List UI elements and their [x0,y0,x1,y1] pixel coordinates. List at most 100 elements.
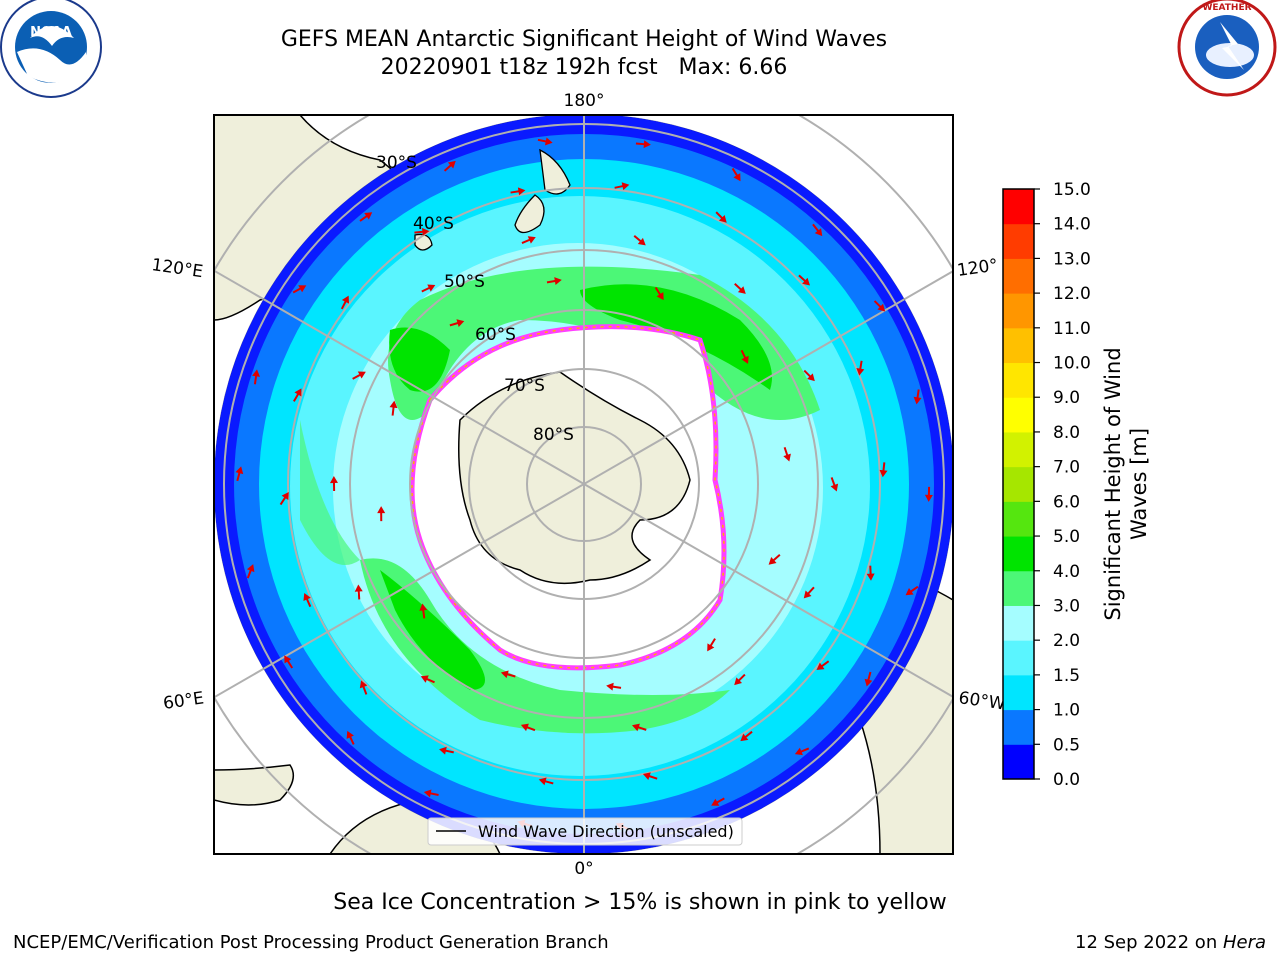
wind-wave-arrow [830,477,839,492]
lat-label-40s: 40°S [413,214,454,234]
wind-wave-arrow [293,388,302,402]
colorbar-segment [1003,744,1034,780]
colorbar-segment [1003,570,1034,606]
noaa-logo-text: NOAA [30,25,72,40]
wind-wave-arrow [352,371,366,380]
lon-label-120w: 120° [956,255,999,281]
wind-wave-arrow [711,797,725,806]
colorbar-tick-label: 9.0 [1053,388,1080,408]
wind-wave-arrow [500,670,516,679]
colorbar-tick-label: 11.0 [1053,319,1091,339]
footer-credit: NCEP/EMC/Verification Post Processing Pr… [13,932,609,953]
wind-wave-arrow [873,300,886,312]
map: 30°S 40°S 50°S 60°S 70°S 80°S Wind Wave … [214,115,953,854]
title-line-1: GEFS MEAN Antarctic Significant Height o… [280,27,888,52]
svg-text:WEATHER: WEATHER [1202,3,1251,13]
wind-wave-arrow [631,723,647,732]
colorbar-segment [1003,640,1034,676]
latitude-labels: 30°S 40°S 50°S 60°S 70°S 80°S [376,153,574,445]
colorbar-tick-label: 12.0 [1053,284,1091,304]
sea-ice-note: Sea Ice Concentration > 15% is shown in … [333,890,947,915]
wind-wave-arrow [734,283,746,294]
wind-wave-arrow [246,564,255,579]
wind-wave-arrow [510,187,526,196]
colorbar-tick-label: 7.0 [1053,458,1080,478]
colorbar-label-line1: Significant Height of Wind [1101,347,1125,620]
wind-wave-arrow [520,723,536,732]
colorbar-segment [1003,258,1034,294]
wind-wave-arrow [740,349,749,364]
wind-wave-arrow [235,466,244,482]
nws-logo: WEATHER [1177,0,1277,97]
wind-wave-arrow [449,319,465,327]
wind-wave-arrow [421,284,436,293]
colorbar-tick-label: 3.0 [1053,596,1080,616]
wind-wave-arrow [389,400,398,416]
colorbar-segment [1003,293,1034,329]
chart-title: GEFS MEAN Antarctic Significant Height o… [0,26,1168,82]
wind-wave-arrow [340,295,350,310]
wind-wave-arrow [783,446,791,462]
wind-wave-arrow [731,167,741,182]
footer-date-text: 12 Sep 2022 on [1075,932,1223,953]
wind-wave-arrow [423,789,439,798]
lon-label-60e: 60°E [162,688,205,713]
wind-wave-arrow [614,182,630,191]
wind-wave-arrow [856,360,865,376]
colorbar-segment [1003,674,1034,711]
wind-wave-arrow [346,730,355,745]
wind-wave-arrow [414,227,430,236]
wind-wave-arrow [924,486,933,502]
wind-wave-arrow [633,235,646,246]
lon-label-120e: 120°E [150,255,204,282]
colorbar-segment [1003,536,1034,572]
colorbar-segment [1003,397,1034,433]
colorbar-frame [1002,188,1035,780]
lon-label-60w: 60°W [957,688,1006,714]
wind-wave-arrow [642,772,658,780]
wind-wave-arrow [303,592,312,608]
colorbar-tick-label: 5.0 [1053,527,1080,547]
colorbar-tick-label: 0.0 [1053,770,1080,790]
lat-label-50s: 50°S [444,272,485,292]
wind-wave-arrow [864,671,873,687]
lat-label-60s: 60°S [475,325,516,345]
wind-wave-arrow [252,369,261,385]
wind-wave-arrow [798,274,811,286]
wind-wave-arrow [359,680,368,695]
wind-wave-arrow [768,554,781,565]
wind-wave-arrow [707,638,716,652]
colorbar-tick-label: 6.0 [1053,492,1080,512]
lon-label-0: 0° [574,859,593,879]
colorbar-tick-label: 2.0 [1053,631,1080,651]
colorbar-tick-label: 10.0 [1053,354,1091,374]
wind-wave-arrow [879,462,888,478]
wind-wave-arrow [377,506,386,522]
wind-wave-arrow [794,747,810,756]
map-legend: Wind Wave Direction (unscaled) [427,817,743,846]
wind-wave-arrow [812,223,823,237]
colorbar-tick-label: 1.5 [1053,666,1080,686]
lat-label-30s: 30°S [376,153,417,173]
wind-wave-arrow [803,369,815,382]
noaa-logo: NOAA [0,0,102,98]
wind-wave-arrow [279,492,289,506]
wind-wave-arrow [521,236,536,244]
wind-wave-arrow [359,212,373,222]
lat-label-70s: 70°S [504,376,545,396]
colorbar-segment [1003,709,1034,745]
wind-wave-arrow [734,673,746,686]
colorbar-segment [1003,327,1034,364]
colorbar-segment [1003,605,1034,641]
footer-date: 12 Sep 2022 on Hera [1075,932,1266,953]
wind-wave-arrow [654,286,664,301]
wind-wave-arrow [803,586,815,599]
wind-wave-arrow [537,137,553,146]
colorbar-tick-label: 14.0 [1053,215,1091,235]
wind-wave-arrow [354,584,363,600]
wind-wave-arrow [538,777,554,786]
colorbar-segment [1003,362,1034,398]
colorbar-tick-label: 4.0 [1053,562,1080,582]
wind-wave-arrow [913,389,922,405]
colorbar-tick-label: 8.0 [1053,423,1080,443]
